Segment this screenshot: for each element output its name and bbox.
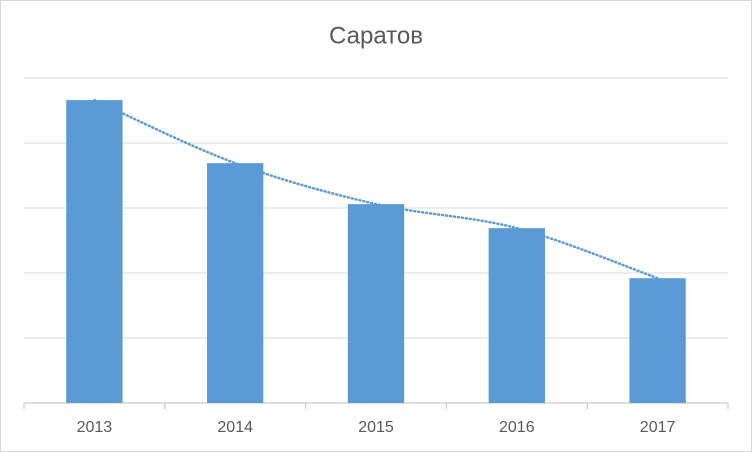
bar xyxy=(347,204,405,403)
x-tick-label: 2015 xyxy=(358,419,394,436)
chart-title: Саратов xyxy=(329,22,423,49)
bar xyxy=(488,228,545,403)
bar xyxy=(629,278,686,403)
bar xyxy=(207,163,264,403)
bar xyxy=(66,100,123,403)
x-tick-label: 2013 xyxy=(77,419,113,436)
x-tick-label: 2014 xyxy=(217,419,253,436)
x-tick-label: 2017 xyxy=(640,419,676,436)
x-tick-label: 2016 xyxy=(499,419,535,436)
trendline xyxy=(93,98,659,280)
